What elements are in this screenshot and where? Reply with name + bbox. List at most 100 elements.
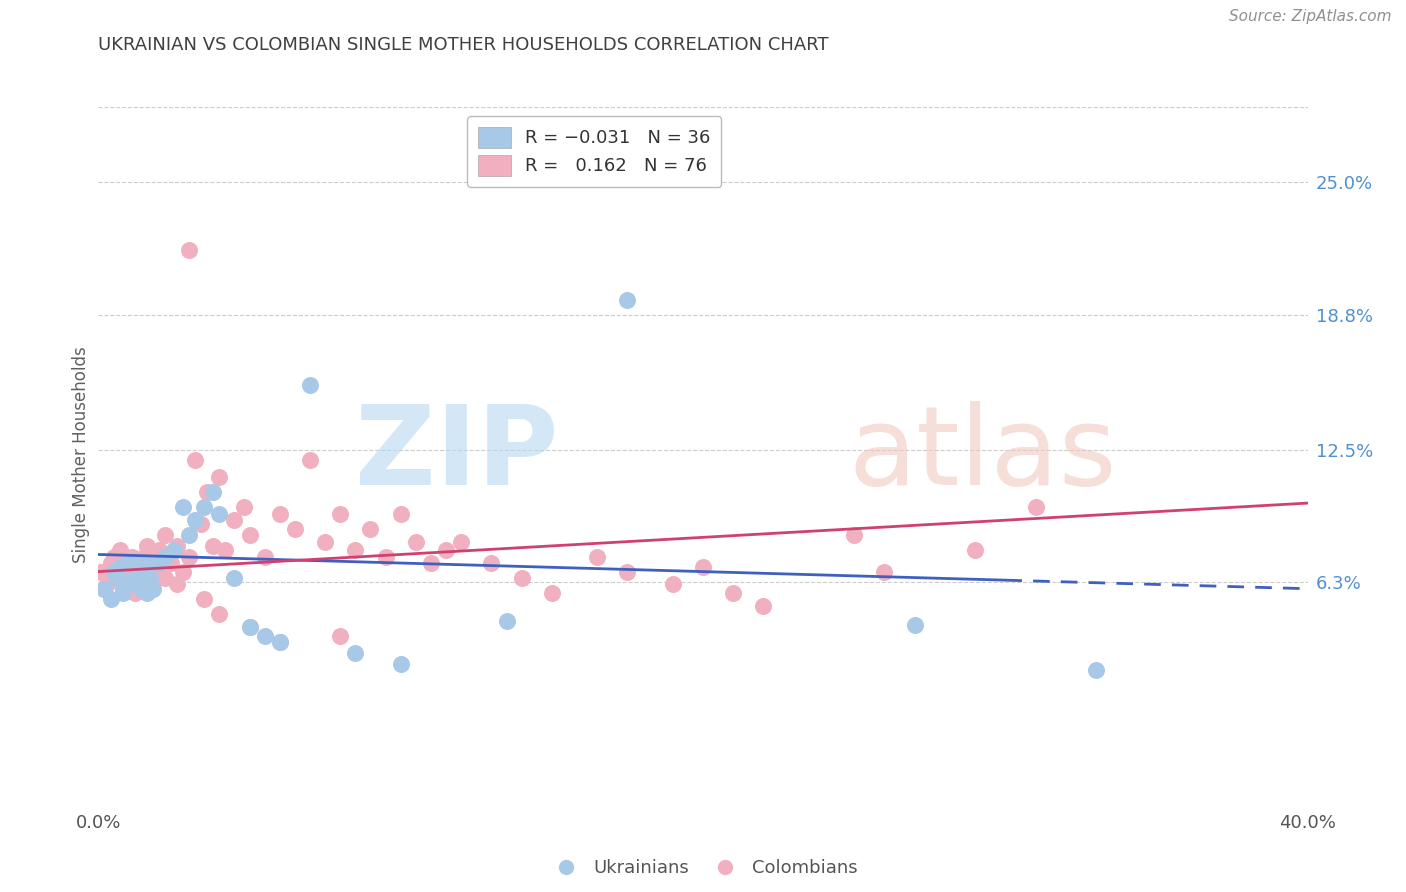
Point: [616, 565, 638, 579]
Point: [105, 565, 128, 579]
Point: [269, 635, 291, 649]
Point: [184, 513, 207, 527]
Point: [184, 453, 207, 467]
Point: [193, 500, 215, 515]
Point: [299, 453, 322, 467]
Point: [208, 470, 231, 484]
Point: [202, 485, 225, 500]
Point: [114, 577, 136, 591]
Point: [190, 517, 212, 532]
Point: [132, 565, 155, 579]
Point: [434, 543, 457, 558]
Point: [148, 556, 170, 570]
Point: [965, 543, 987, 558]
Point: [129, 565, 152, 579]
Point: [135, 539, 157, 553]
Point: [374, 549, 396, 564]
Point: [132, 549, 155, 564]
Point: [586, 549, 609, 564]
Point: [232, 500, 254, 515]
Point: [344, 646, 367, 660]
Point: [510, 571, 533, 585]
Point: [142, 556, 165, 570]
Point: [1024, 500, 1046, 515]
Text: ZIP: ZIP: [354, 401, 558, 508]
Point: [139, 565, 162, 579]
Point: [93, 582, 115, 596]
Point: [208, 507, 231, 521]
Point: [90, 565, 112, 579]
Point: [752, 599, 775, 613]
Point: [114, 560, 136, 574]
Point: [93, 582, 115, 596]
Point: [166, 539, 188, 553]
Point: [269, 507, 291, 521]
Point: [314, 534, 336, 549]
Point: [132, 556, 155, 570]
Point: [129, 582, 152, 596]
Point: [360, 522, 382, 536]
Point: [239, 528, 262, 542]
Point: [172, 500, 194, 515]
Point: [195, 485, 218, 500]
Point: [540, 586, 562, 600]
Point: [108, 560, 131, 574]
Point: [450, 534, 472, 549]
Point: [1085, 663, 1108, 677]
Point: [299, 378, 322, 392]
Point: [844, 528, 866, 542]
Legend: Ukrainians, Colombians: Ukrainians, Colombians: [541, 852, 865, 884]
Point: [179, 549, 201, 564]
Y-axis label: Single Mother Households: Single Mother Households: [72, 347, 90, 563]
Point: [148, 543, 170, 558]
Point: [253, 549, 276, 564]
Point: [224, 513, 246, 527]
Point: [121, 575, 143, 590]
Point: [224, 571, 246, 585]
Point: [142, 556, 165, 570]
Point: [329, 507, 352, 521]
Point: [692, 560, 714, 574]
Point: [100, 556, 122, 570]
Point: [160, 556, 183, 570]
Text: UKRAINIAN VS COLOMBIAN SINGLE MOTHER HOUSEHOLDS CORRELATION CHART: UKRAINIAN VS COLOMBIAN SINGLE MOTHER HOU…: [98, 36, 830, 54]
Point: [723, 586, 745, 600]
Point: [127, 556, 149, 570]
Point: [208, 607, 231, 622]
Point: [105, 571, 128, 585]
Point: [142, 582, 165, 596]
Point: [127, 565, 149, 579]
Point: [124, 571, 146, 585]
Point: [329, 629, 352, 643]
Point: [121, 549, 143, 564]
Point: [145, 571, 167, 585]
Point: [124, 571, 146, 585]
Point: [103, 565, 125, 579]
Point: [662, 577, 685, 591]
Point: [389, 657, 412, 671]
Point: [103, 549, 125, 564]
Point: [118, 577, 141, 591]
Point: [139, 571, 162, 585]
Point: [269, 635, 291, 649]
Point: [344, 543, 367, 558]
Text: Source: ZipAtlas.com: Source: ZipAtlas.com: [1229, 9, 1392, 24]
Point: [239, 620, 262, 634]
Point: [118, 556, 141, 570]
Point: [253, 629, 276, 643]
Point: [904, 618, 927, 632]
Point: [118, 565, 141, 579]
Point: [179, 244, 201, 258]
Point: [108, 543, 131, 558]
Point: [153, 528, 176, 542]
Point: [111, 556, 134, 570]
Point: [481, 556, 503, 570]
Point: [389, 507, 412, 521]
Point: [105, 571, 128, 585]
Point: [124, 586, 146, 600]
Point: [111, 582, 134, 596]
Point: [420, 556, 443, 570]
Point: [153, 571, 176, 585]
Point: [193, 592, 215, 607]
Point: [405, 534, 427, 549]
